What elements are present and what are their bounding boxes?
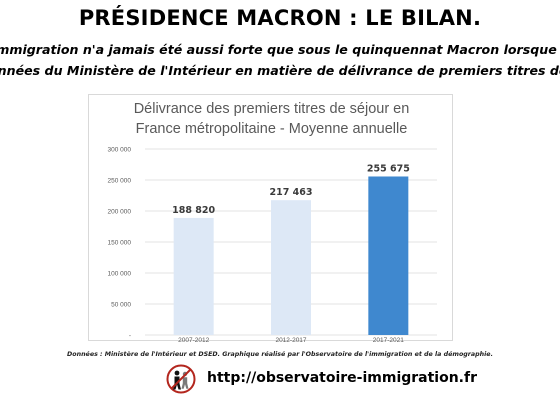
y-tick-label: -: [129, 333, 131, 340]
bar: [271, 200, 311, 335]
website-link[interactable]: http://observatoire-immigration.fr: [207, 370, 477, 386]
source-note: Données : Ministère de l'Intérieur et DS…: [67, 351, 493, 358]
x-tick-label: 2007-2012: [178, 337, 209, 342]
chart-panel: Délivrance des premiers titres de séjour…: [88, 94, 453, 342]
intro-line-1: L'immigration n'a jamais été aussi forte…: [0, 42, 560, 57]
x-tick-label: 2012-2017: [275, 337, 306, 342]
intro-line-2: données du Ministère de l'Intérieur en m…: [0, 63, 560, 78]
data-label: 188 820: [172, 205, 215, 216]
bar: [173, 217, 214, 335]
data-label: 255 675: [367, 163, 410, 174]
x-tick-label: 2017-2021: [373, 337, 404, 342]
bar-chart: - 50 000 100 000 150 000 200 000 250 000 300 0…: [108, 147, 437, 342]
y-tick-label: 250 000: [108, 178, 132, 185]
bar: [368, 176, 409, 335]
y-tick-label: 200 000: [108, 209, 132, 216]
y-tick-label: 300 000: [108, 147, 132, 154]
y-tick-label: 50 000: [111, 302, 131, 309]
data-label: 217 463: [270, 187, 313, 198]
page-title: PRÉSIDENCE MACRON : LE BILAN.: [78, 6, 482, 30]
y-tick-label: 100 000: [108, 271, 132, 278]
y-tick-label: 150 000: [108, 240, 132, 247]
chart-title-line-1: Délivrance des premiers titres de séjour…: [133, 101, 410, 117]
chart-title-line-2: France métropolitaine - Moyenne annuelle: [135, 121, 408, 137]
observatoire-logo: [166, 364, 196, 394]
